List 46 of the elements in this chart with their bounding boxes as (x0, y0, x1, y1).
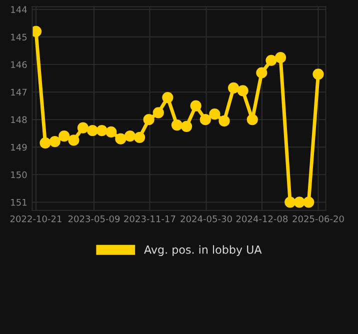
point (106, 126, 117, 138)
point (68, 134, 80, 146)
point (256, 67, 268, 78)
x-tick-label: 2025-06-20 (292, 215, 344, 222)
point (40, 137, 51, 149)
point (246, 114, 258, 126)
point (218, 115, 230, 126)
y-tick-label: 151 (11, 199, 27, 206)
point (152, 107, 164, 118)
y-tick-label: 150 (11, 171, 27, 178)
y-tick-label: 146 (11, 61, 27, 68)
point (58, 130, 70, 142)
point (266, 54, 277, 66)
y-tick-label: 145 (11, 34, 27, 41)
point (274, 52, 286, 64)
point (49, 136, 60, 148)
point (77, 122, 89, 134)
point (228, 82, 240, 94)
point (284, 196, 296, 208)
x-tick-label: 2024-05-30 (180, 215, 232, 222)
x-tick-label: 2024-12-08 (236, 215, 288, 222)
point (190, 100, 202, 112)
point (200, 114, 211, 126)
point (171, 120, 183, 131)
y-tick-label: 147 (11, 88, 27, 96)
point (180, 120, 192, 132)
x-tick-label: 2023-05-09 (68, 215, 120, 222)
y-tick-label: 149 (11, 144, 27, 151)
x-tick-label: 2023-11-17 (124, 215, 176, 222)
point (162, 92, 174, 104)
point (115, 133, 126, 144)
legend-label: Avg. pos. in lobby UA (144, 245, 262, 256)
point (303, 196, 314, 208)
point (143, 114, 154, 126)
y-tick-label: 148 (11, 116, 27, 124)
point (209, 108, 220, 120)
x-tick-label: 2022-10-21 (10, 215, 62, 222)
point (237, 85, 248, 96)
point (134, 132, 146, 144)
y-tick-label: 144 (11, 6, 27, 13)
point (124, 130, 136, 142)
point (96, 125, 108, 136)
point (87, 125, 98, 136)
point (294, 196, 305, 208)
point (32, 26, 42, 38)
point (312, 68, 324, 80)
